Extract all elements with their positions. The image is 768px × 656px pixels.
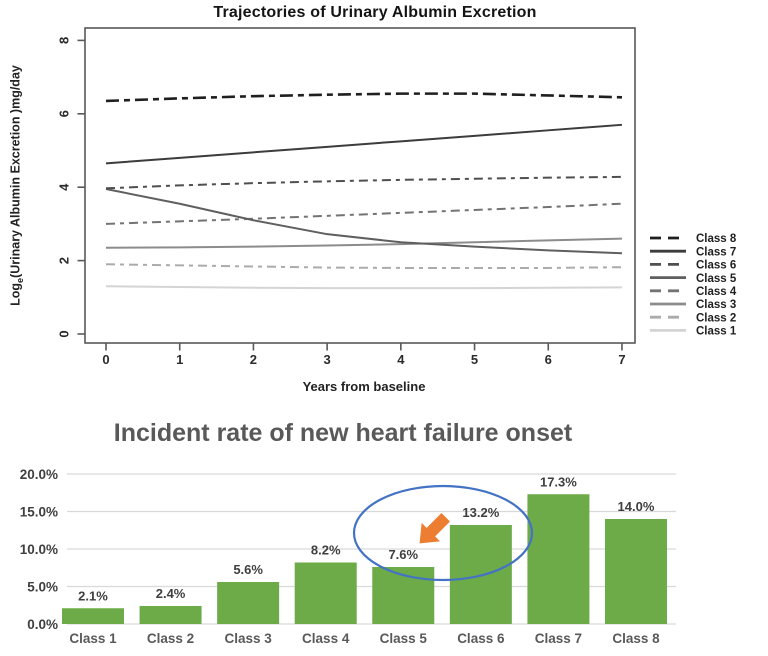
line-class-7: [105, 123, 623, 165]
x-tick-label: 0: [102, 352, 109, 367]
y-tick-label: 8: [57, 37, 72, 44]
bar-value-label: 7.6%: [388, 547, 418, 562]
bar-class-2: [139, 606, 202, 624]
legend-label-class-3: Class 3: [696, 299, 736, 311]
legend-label-class-2: Class 2: [696, 312, 736, 324]
bar-x-tick-label: Class 8: [612, 631, 660, 646]
y-tick-label: 2: [57, 257, 72, 264]
bar-x-tick-label: Class 5: [380, 631, 428, 646]
line-class-4: [105, 202, 623, 225]
bar-value-label: 17.3%: [540, 474, 577, 489]
line-class-8: [105, 92, 623, 103]
bar-class-3: [217, 582, 280, 624]
legend-label-class-8: Class 8: [696, 233, 737, 245]
line-class-5: [105, 188, 623, 255]
legend-label-class-6: Class 6: [696, 260, 736, 272]
line-chart-x-axis-title: Years from baseline: [302, 379, 426, 394]
bar-y-tick-label: 15.0%: [20, 504, 58, 519]
x-tick-label: 3: [324, 352, 331, 367]
x-tick-label: 7: [618, 352, 625, 367]
x-tick-label: 6: [545, 352, 552, 367]
bar-class-6: [449, 525, 512, 624]
legend-label-class-4: Class 4: [696, 286, 737, 298]
highlight-arrow-icon: [419, 513, 450, 544]
y-tick-label: 6: [57, 110, 72, 117]
bar-value-label: 8.2%: [311, 543, 341, 558]
bar-value-label: 5.6%: [233, 562, 263, 577]
y-tick-label: 4: [57, 183, 72, 191]
bar-y-tick-label: 5.0%: [27, 579, 58, 594]
bar-value-label: 13.2%: [462, 505, 499, 520]
x-tick-label: 1: [176, 352, 183, 367]
bar-class-7: [527, 494, 590, 624]
line-class-6: [105, 175, 622, 190]
bar-x-tick-label: Class 6: [457, 631, 505, 646]
line-class-1: [105, 285, 622, 290]
bar-class-8: [604, 519, 667, 624]
bar-y-tick-label: 0.0%: [27, 617, 58, 632]
x-tick-label: 2: [250, 352, 257, 367]
bar-value-label: 14.0%: [618, 499, 655, 514]
bar-class-1: [62, 608, 124, 624]
line-chart-title: Trajectories of Urinary Albumin Excretio…: [213, 4, 537, 21]
highlight-ellipse: [352, 484, 534, 582]
x-tick-label: 5: [471, 352, 478, 367]
legend-label-class-7: Class 7: [696, 246, 736, 258]
legend-label-class-5: Class 5: [696, 273, 737, 285]
bar-x-tick-label: Class 1: [69, 631, 117, 646]
line-class-2: [105, 263, 622, 269]
plot-box: [84, 27, 636, 344]
bar-y-tick-label: 20.0%: [20, 467, 58, 482]
bar-x-tick-label: Class 4: [302, 631, 350, 646]
bar-x-tick-label: Class 2: [147, 631, 194, 646]
bar-x-tick-label: Class 7: [535, 631, 582, 646]
bar-chart-title: Incident rate of new heart failure onset: [113, 419, 573, 447]
bar-y-tick-label: 10.0%: [20, 542, 58, 557]
legend-label-class-1: Class 1: [696, 326, 737, 338]
bar-class-4: [294, 562, 357, 624]
x-tick-label: 4: [397, 352, 405, 367]
bar-value-label: 2.4%: [156, 586, 186, 601]
bar-class-5: [372, 567, 435, 624]
bar-value-label: 2.1%: [78, 588, 108, 603]
line-class-3: [105, 237, 622, 249]
bar-x-tick-label: Class 3: [224, 631, 272, 646]
y-tick-label: 0: [57, 330, 72, 337]
incident-rate-bar-chart: 0.0% 5.0% 10.0% 15.0% 20.0% 2.1% Class 1 2.4% Cl…: [20, 467, 676, 646]
